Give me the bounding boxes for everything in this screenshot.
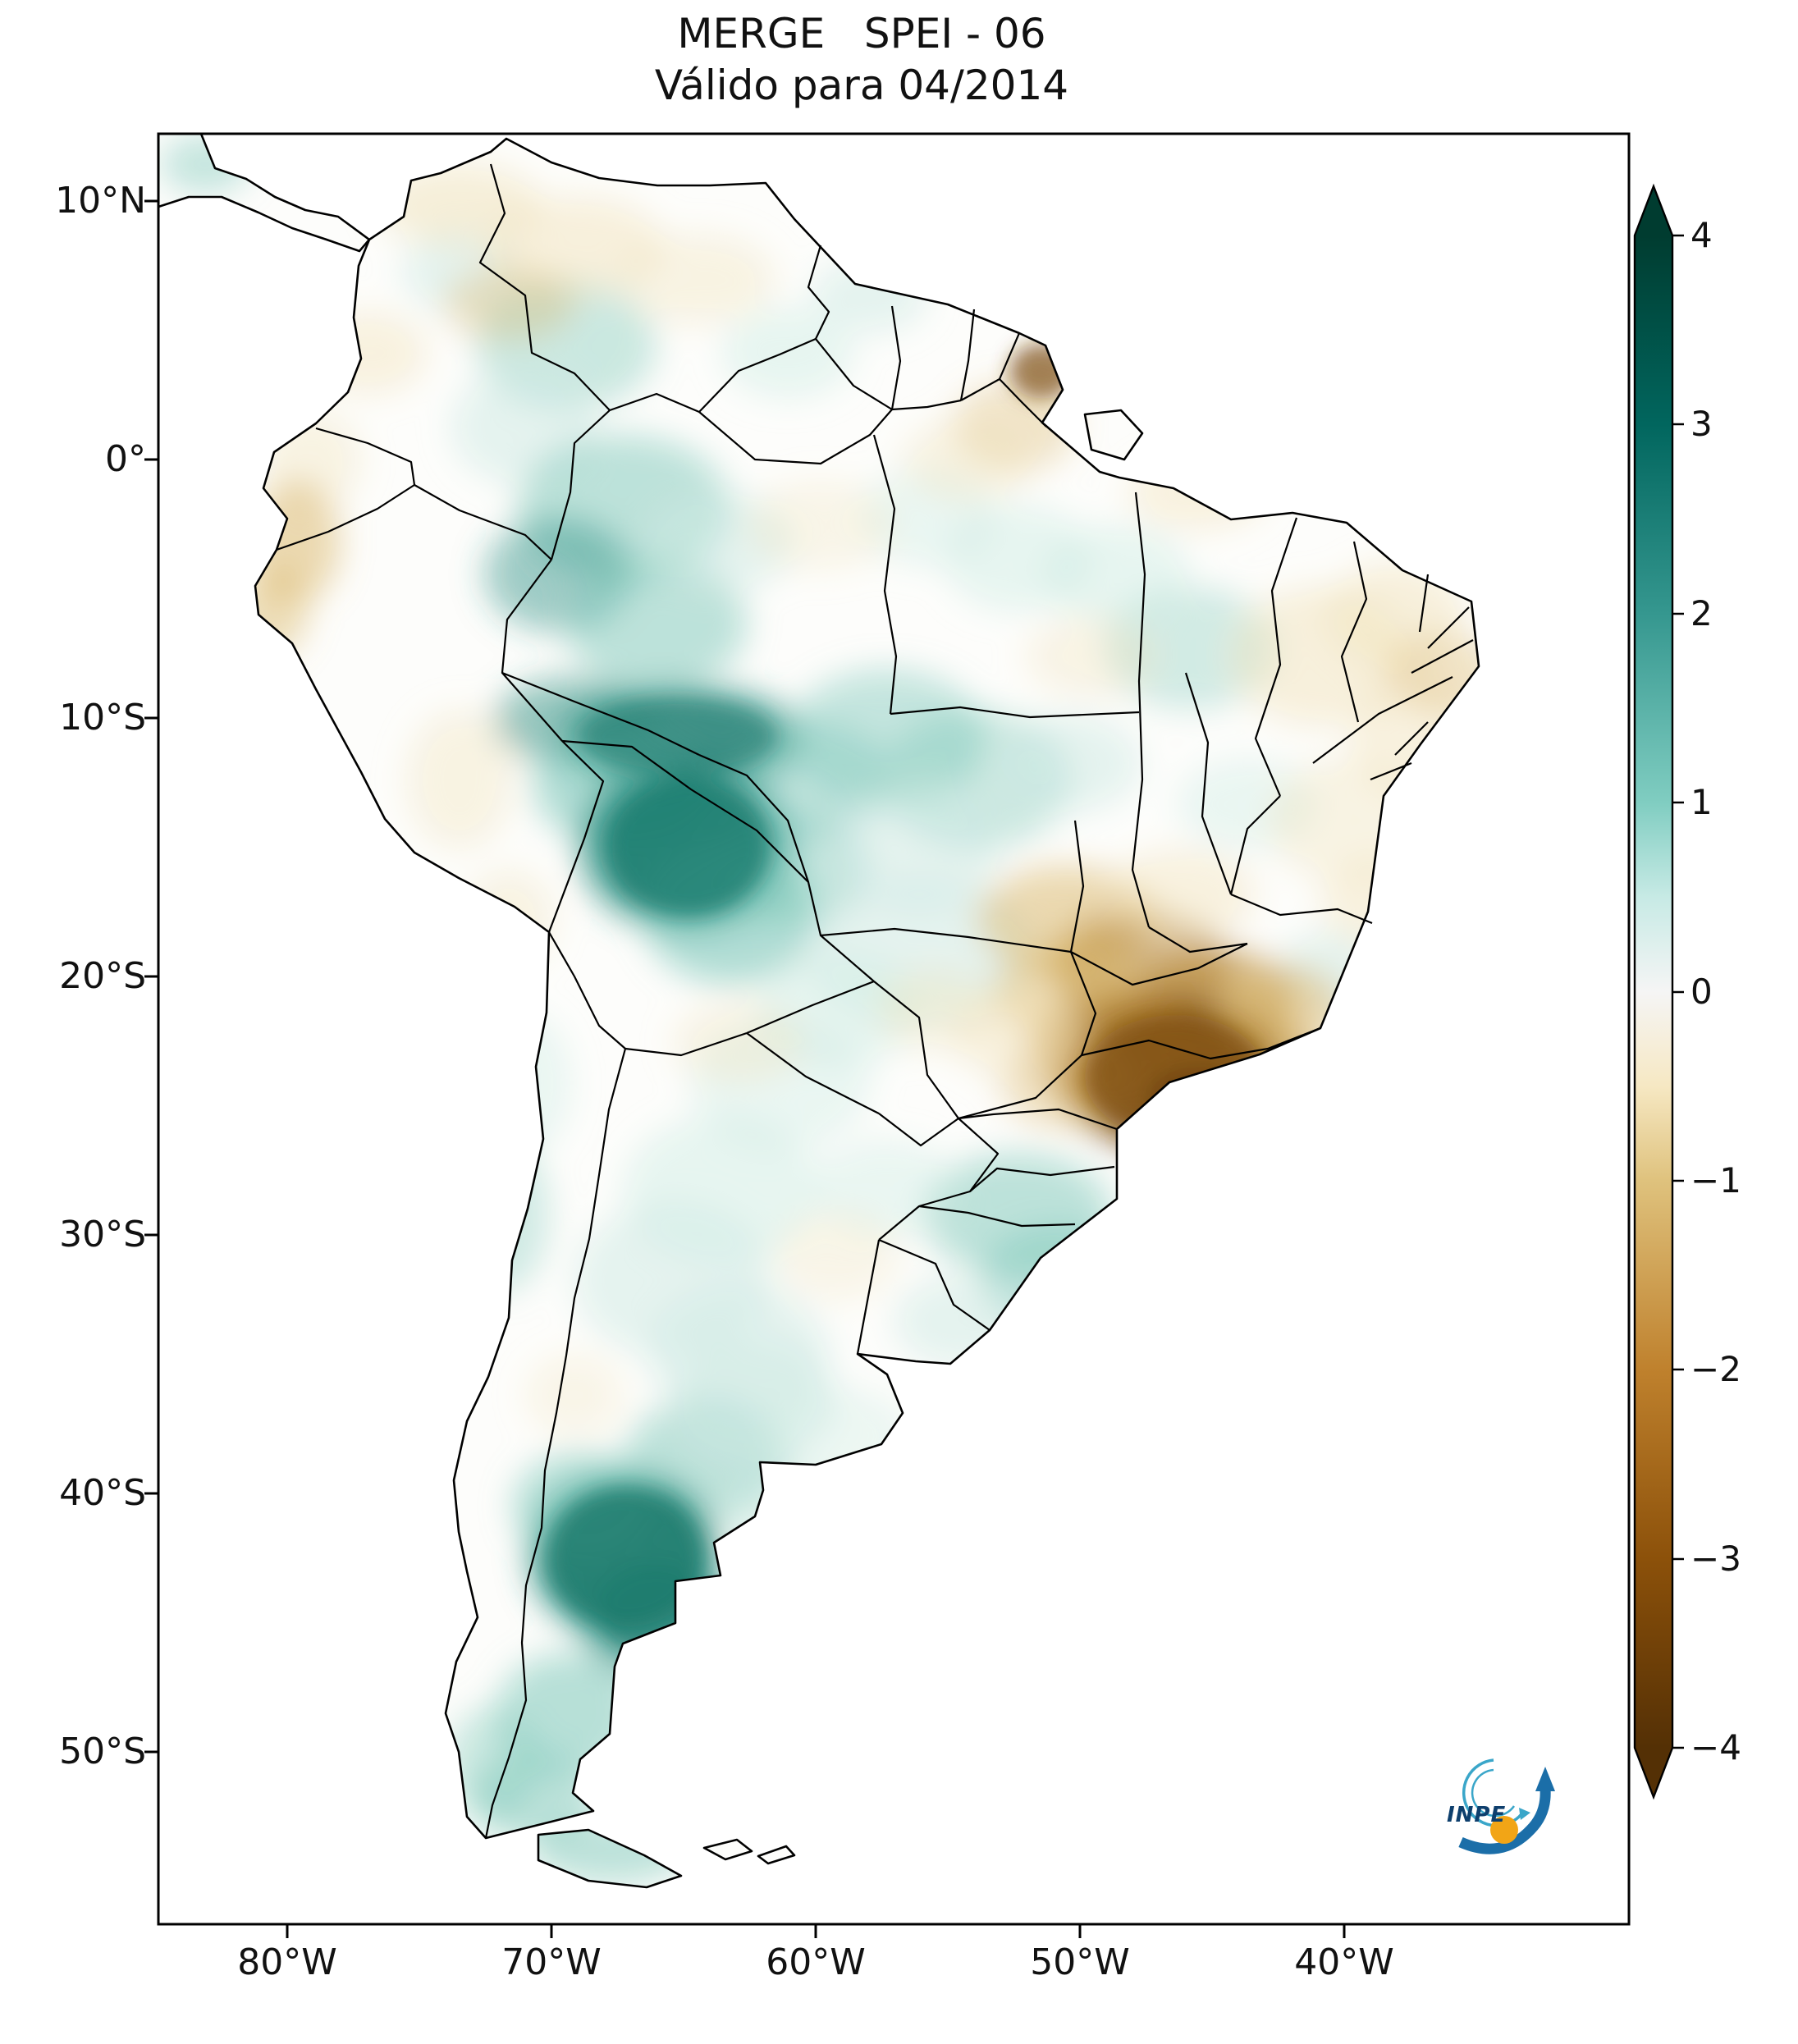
colorbar-label-3: 3 [1690, 404, 1713, 444]
x-tick-label-60w: 60°W [766, 1941, 866, 1983]
colorbar-label-1: 1 [1690, 782, 1713, 822]
spei-raster-field [160, 135, 1479, 1883]
inpe-logo: INPE [1424, 1744, 1567, 1867]
x-tick-label-70w: 70°W [501, 1941, 602, 1983]
y-tick-label-20s: 20°S [59, 955, 146, 997]
colorbar-label-m4: −4 [1690, 1727, 1741, 1767]
colorbar-label-4: 4 [1690, 215, 1713, 255]
chart-subtitle: Válido para 04/2014 [654, 61, 1069, 109]
inpe-logo-graphic [1458, 1758, 1555, 1854]
x-tick-label-50w: 50°W [1030, 1941, 1130, 1983]
y-tick-label-0: 0° [105, 438, 146, 480]
colorbar [1633, 183, 1684, 1800]
axes-frame [144, 132, 1631, 1938]
y-tick-label-10s: 10°S [59, 697, 146, 738]
colorbar-label-m3: −3 [1690, 1539, 1741, 1579]
y-tick-label-10n: 10°N [55, 180, 146, 222]
y-tick-label-50s: 50°S [59, 1731, 146, 1772]
political-borders [276, 163, 1474, 1839]
y-tick-label-40s: 40°S [59, 1472, 146, 1514]
colorbar-label-2: 2 [1690, 593, 1713, 633]
colorbar-label-m1: −1 [1690, 1160, 1741, 1200]
x-tick-label-80w: 80°W [237, 1941, 337, 1983]
y-tick-label-30s: 30°S [59, 1214, 146, 1255]
colorbar-label-0: 0 [1690, 972, 1713, 1012]
chart-title: MERGE SPEI - 06 [677, 10, 1046, 57]
x-tick-label-40w: 40°W [1294, 1941, 1394, 1983]
title-block: MERGE SPEI - 06 Válido para 04/2014 [127, 8, 1596, 111]
colorbar-label-m2: −2 [1690, 1349, 1741, 1389]
inpe-logo-text: INPE [1447, 1803, 1507, 1827]
coastline [157, 132, 1480, 1889]
